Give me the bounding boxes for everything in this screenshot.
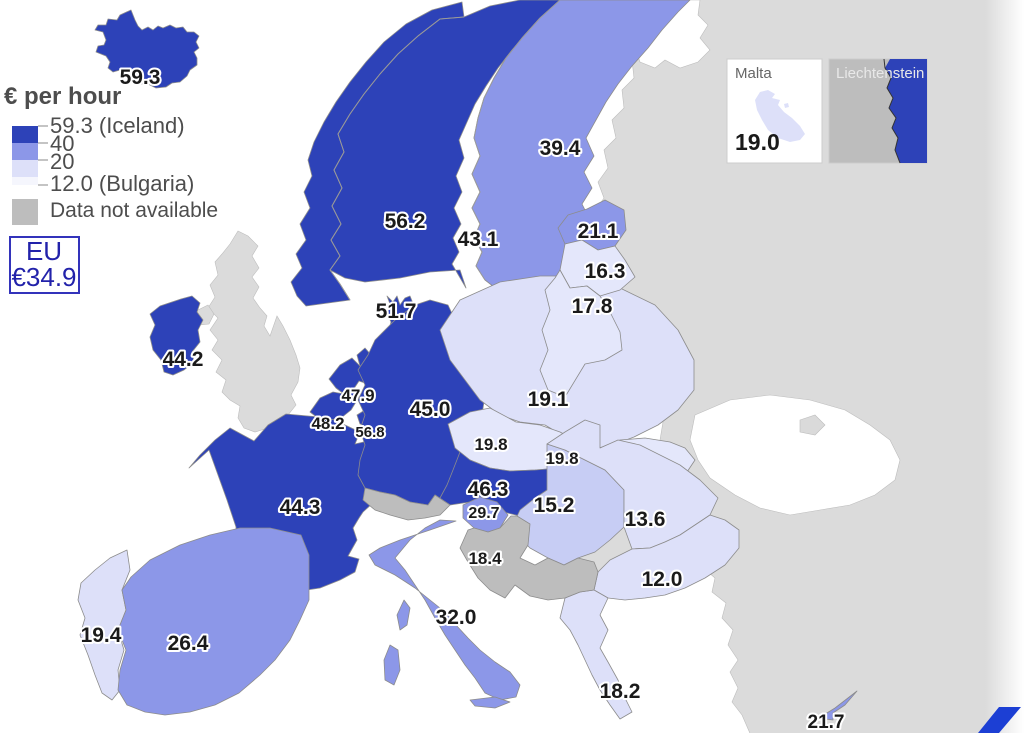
svg-text:19.8: 19.8 [545, 449, 578, 468]
svg-text:19.0: 19.0 [735, 129, 780, 155]
svg-text:59.3: 59.3 [120, 66, 161, 89]
svg-text:45.0: 45.0 [410, 398, 451, 421]
svg-text:Data not available: Data not available [50, 199, 218, 222]
svg-text:44.3: 44.3 [280, 496, 321, 519]
svg-text:19.8: 19.8 [474, 435, 507, 454]
svg-text:21.1: 21.1 [578, 220, 619, 243]
svg-text:46.3: 46.3 [468, 478, 509, 501]
svg-text:12.0 (Bulgaria): 12.0 (Bulgaria) [50, 171, 194, 196]
svg-text:Malta: Malta [735, 65, 772, 82]
svg-text:56.2: 56.2 [385, 210, 426, 233]
svg-text:56.8: 56.8 [355, 424, 384, 441]
svg-text:19.4: 19.4 [81, 624, 122, 647]
svg-text:47.9: 47.9 [341, 386, 374, 405]
svg-text:€ per hour: € per hour [4, 83, 121, 110]
svg-text:29.7: 29.7 [468, 505, 499, 522]
svg-text:48.2: 48.2 [311, 414, 344, 433]
svg-text:16.3: 16.3 [585, 260, 626, 283]
svg-text:18.2: 18.2 [600, 680, 641, 703]
svg-text:26.4: 26.4 [168, 632, 209, 655]
svg-text:43.1: 43.1 [458, 228, 499, 251]
svg-text:€34.9: €34.9 [11, 262, 76, 292]
svg-text:12.0: 12.0 [642, 568, 683, 591]
svg-text:18.4: 18.4 [468, 549, 502, 568]
svg-text:21.7: 21.7 [808, 712, 845, 733]
svg-text:17.8: 17.8 [572, 295, 613, 318]
svg-text:44.2: 44.2 [163, 348, 204, 371]
svg-text:13.6: 13.6 [625, 508, 666, 531]
svg-text:32.0: 32.0 [436, 606, 477, 629]
svg-text:Liechtenstein: Liechtenstein [836, 65, 924, 82]
svg-text:39.4: 39.4 [540, 137, 581, 160]
svg-text:51.7: 51.7 [376, 300, 417, 323]
svg-text:19.1: 19.1 [528, 388, 569, 411]
svg-text:15.2: 15.2 [534, 494, 575, 517]
